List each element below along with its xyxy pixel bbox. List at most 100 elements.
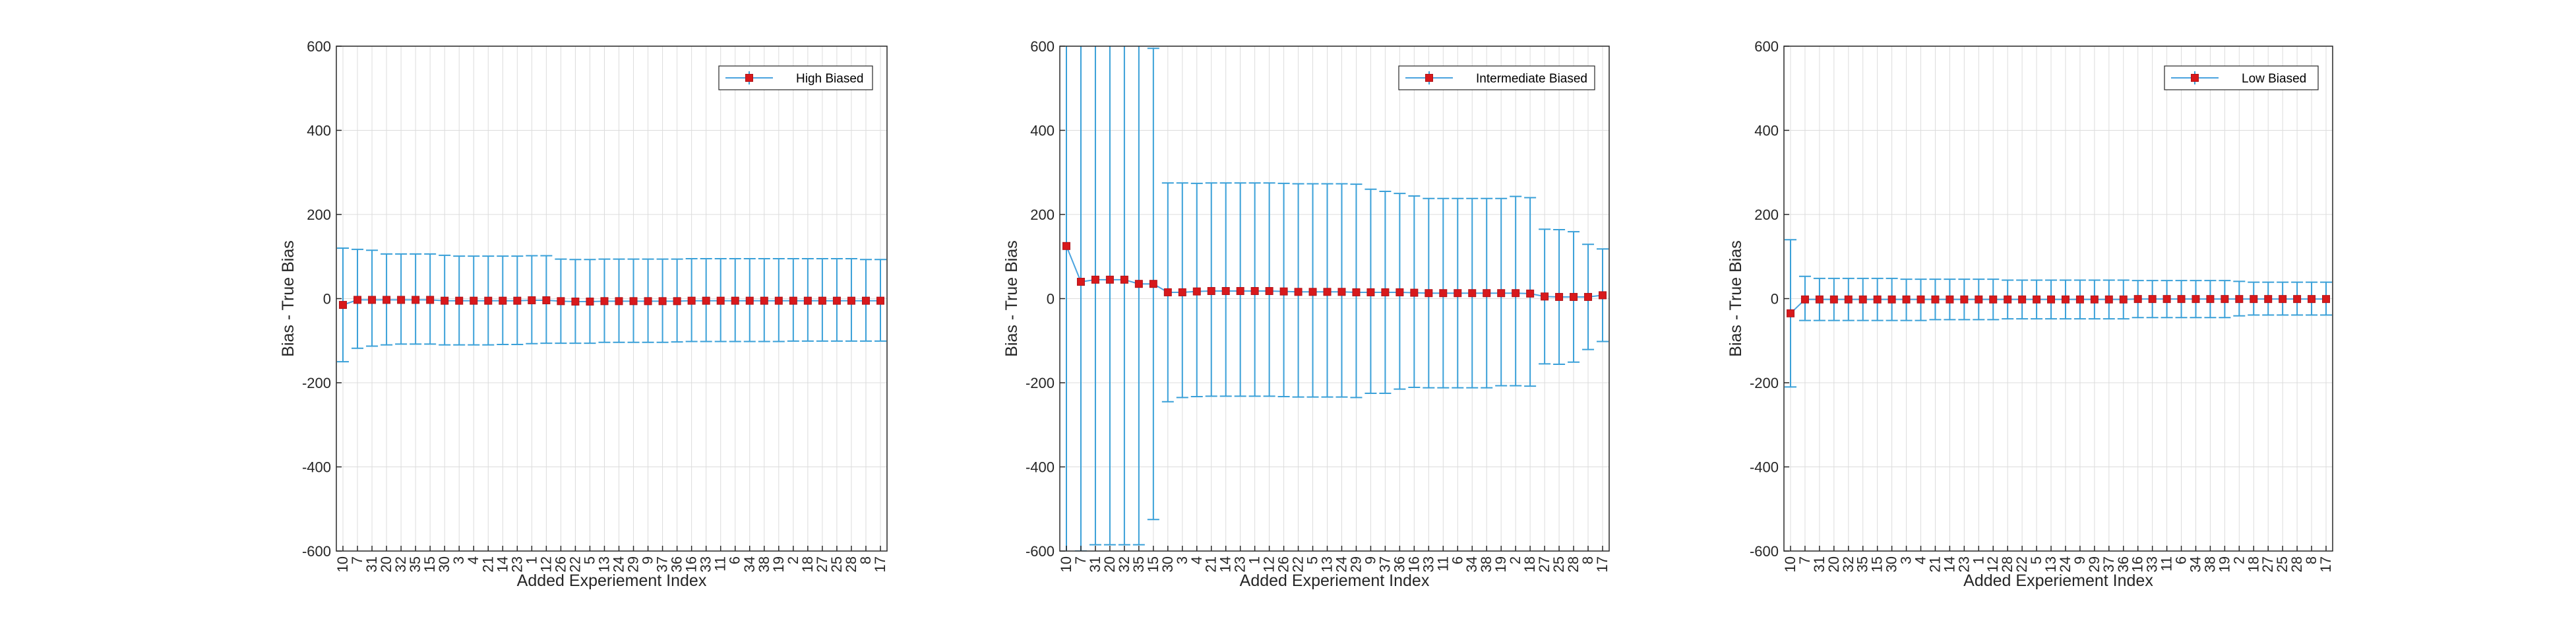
x-tick-label: 24 xyxy=(611,556,627,572)
data-point xyxy=(745,296,754,305)
x-tick-label: 10 xyxy=(334,556,351,572)
data-point xyxy=(1279,287,1288,296)
data-point xyxy=(818,296,826,305)
data-point xyxy=(789,296,797,305)
data-point xyxy=(2322,295,2330,304)
y-axis-label: Bias - True Bias xyxy=(279,240,297,356)
y-tick-label: -400 xyxy=(1750,459,1779,476)
x-tick-label: 22 xyxy=(2013,556,2030,572)
data-point xyxy=(2192,295,2200,304)
x-tick-label: 36 xyxy=(669,556,685,572)
data-point xyxy=(1584,292,1593,301)
data-point xyxy=(1555,292,1564,301)
x-tick-label: 19 xyxy=(770,556,787,572)
data-point xyxy=(1178,288,1186,296)
x-tick-label: 8 xyxy=(857,556,874,564)
x-tick-label: 38 xyxy=(2201,556,2218,572)
data-point xyxy=(2133,295,2142,304)
data-point xyxy=(397,296,406,304)
data-point xyxy=(2235,295,2244,304)
data-point xyxy=(2090,295,2099,304)
x-tick-label: 32 xyxy=(1116,556,1132,572)
data-point xyxy=(1800,295,1809,304)
x-tick-label: 5 xyxy=(1304,556,1321,564)
x-tick-label: 26 xyxy=(1275,556,1292,572)
x-tick-label: 2 xyxy=(1507,556,1523,564)
x-tick-label: 27 xyxy=(814,556,830,572)
data-point xyxy=(2221,295,2229,304)
data-point xyxy=(2162,295,2171,304)
x-tick-label: 16 xyxy=(683,556,700,572)
data-point xyxy=(513,296,522,305)
data-point xyxy=(2119,295,2128,304)
y-tick-label: 0 xyxy=(323,291,331,308)
x-tick-label: 11 xyxy=(712,556,729,571)
data-point xyxy=(1120,275,1128,284)
data-point xyxy=(1887,295,1896,304)
x-tick-label: 5 xyxy=(581,556,598,564)
x-tick-label: 9 xyxy=(2071,556,2088,564)
x-tick-label: 5 xyxy=(2028,556,2044,564)
data-point xyxy=(1323,288,1332,296)
x-tick-label: 14 xyxy=(1217,556,1234,572)
data-point xyxy=(484,296,493,305)
data-point xyxy=(1091,275,1099,284)
data-point xyxy=(876,296,884,305)
data-point xyxy=(426,296,435,304)
x-tick-label: 35 xyxy=(1130,556,1147,572)
x-tick-label: 11 xyxy=(1434,556,1451,571)
y-tick-label: 200 xyxy=(1030,207,1055,223)
data-point xyxy=(2279,295,2287,304)
y-tick-label: 0 xyxy=(1047,291,1055,308)
x-tick-label: 14 xyxy=(494,556,510,572)
data-point xyxy=(1858,295,1867,304)
x-tick-label: 31 xyxy=(1811,556,1827,572)
data-point xyxy=(1902,295,1911,304)
x-tick-label: 21 xyxy=(1203,556,1219,572)
data-point xyxy=(1454,289,1462,298)
data-point xyxy=(1062,242,1070,250)
x-tick-label: 19 xyxy=(1492,556,1509,572)
data-point xyxy=(1207,287,1215,296)
data-point xyxy=(2148,295,2157,304)
x-tick-label: 10 xyxy=(1058,556,1074,572)
data-point xyxy=(2308,295,2316,304)
data-point xyxy=(2061,295,2070,304)
legend-marker-swatch xyxy=(1425,74,1433,82)
y-tick-label: 400 xyxy=(1754,123,1779,139)
x-tick-label: 12 xyxy=(537,556,554,572)
y-axis-label: Bias - True Bias xyxy=(1727,240,1745,356)
data-point xyxy=(470,296,478,305)
data-point xyxy=(441,296,449,305)
y-tick-label: -200 xyxy=(1750,375,1779,391)
data-point xyxy=(1294,288,1303,296)
x-tick-label: 13 xyxy=(596,556,612,572)
data-point xyxy=(1395,288,1404,296)
x-tick-label: 35 xyxy=(407,556,423,572)
x-tick-label: 25 xyxy=(828,556,845,572)
x-tick-label: 36 xyxy=(1391,556,1407,572)
data-point xyxy=(455,296,464,305)
x-tick-label: 7 xyxy=(1072,556,1089,564)
data-point xyxy=(658,297,667,306)
x-tick-label: 28 xyxy=(2288,556,2305,572)
data-point xyxy=(1105,275,1114,284)
data-point xyxy=(1337,288,1346,296)
data-point xyxy=(1425,289,1433,298)
y-tick-label: 600 xyxy=(1754,38,1779,55)
x-tick-label: 21 xyxy=(1926,556,1943,572)
data-point xyxy=(1989,295,1998,304)
data-point xyxy=(1250,287,1259,296)
legend-entry-label: Low Biased xyxy=(2242,72,2306,86)
x-tick-label: 17 xyxy=(2317,556,2334,572)
y-tick-label: 200 xyxy=(1754,207,1779,223)
data-point xyxy=(1570,292,1578,301)
x-tick-label: 20 xyxy=(378,556,394,572)
data-markers xyxy=(1062,242,1607,301)
data-point xyxy=(1873,295,1882,304)
legend-entry-label: High Biased xyxy=(796,72,863,86)
x-tick-label: 28 xyxy=(1565,556,1581,572)
x-tick-label: 8 xyxy=(2303,556,2319,564)
x-tick-label: 30 xyxy=(1884,556,1900,572)
